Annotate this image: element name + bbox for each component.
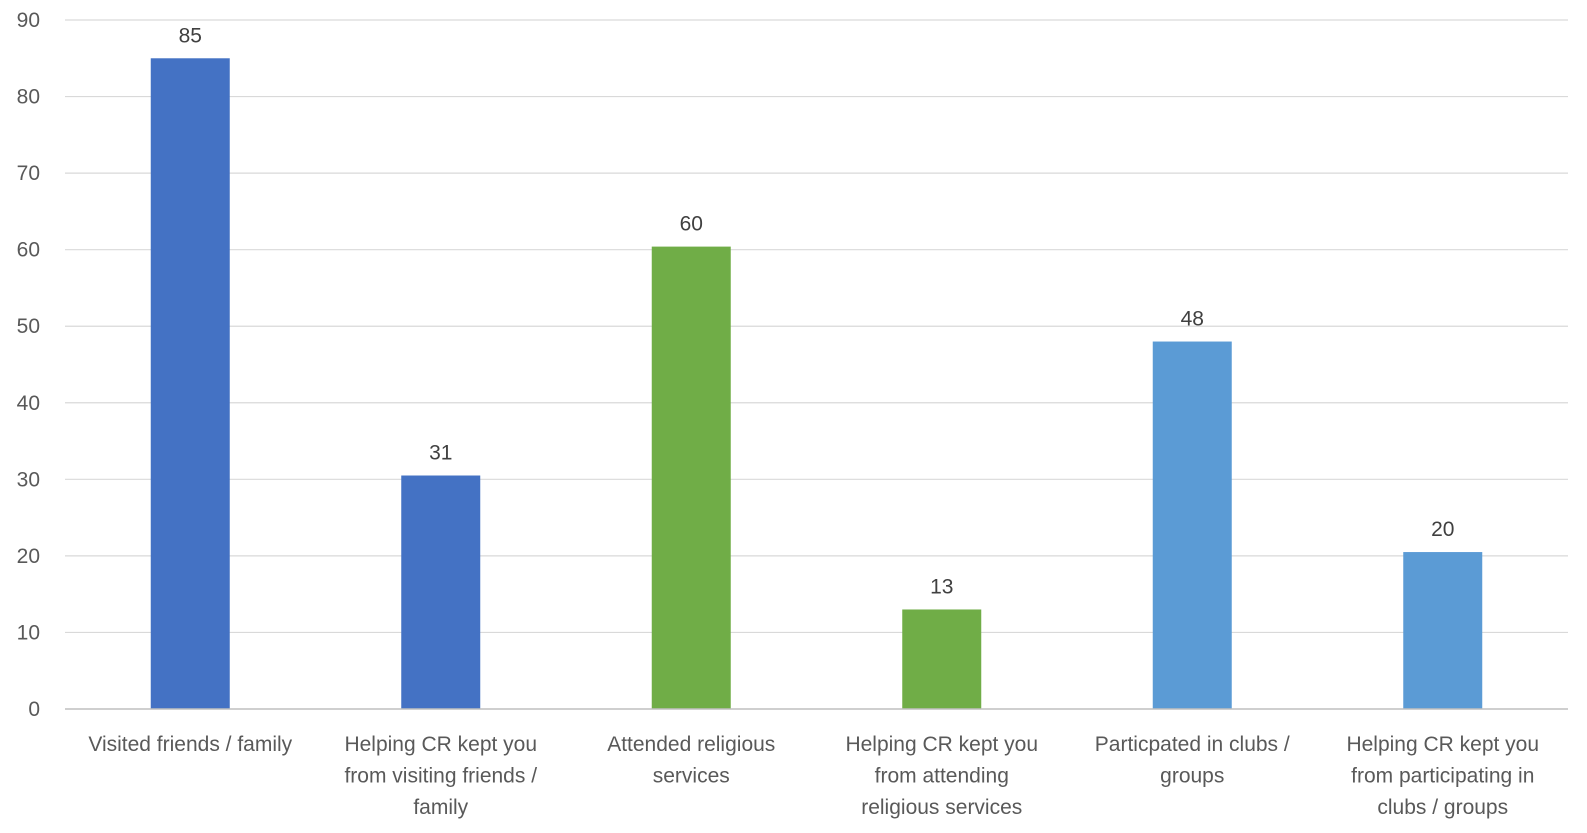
data-label: 85 — [179, 24, 202, 47]
bar — [150, 58, 230, 710]
category-label-line: clubs / groups — [1377, 796, 1508, 819]
x-axis-category-labels: Visited friends / family Helping CR kept … — [88, 733, 1539, 819]
bar — [651, 246, 731, 710]
category-label-line: Helping CR kept you — [1346, 733, 1539, 756]
category-label-line: Helping CR kept you — [845, 733, 1038, 756]
bar — [1152, 341, 1232, 709]
category-label: Helping CR kept you from visiting friends… — [344, 733, 537, 819]
category-label: Visited friends / family — [88, 733, 292, 756]
y-tick-label: 0 — [28, 698, 40, 721]
y-tick-label: 50 — [17, 315, 40, 338]
category-label-line: religious services — [861, 796, 1022, 819]
data-label: 31 — [429, 442, 452, 465]
category-label-line: from attending — [875, 765, 1009, 788]
category-label-line: Attended religious — [607, 733, 775, 756]
category-label: Particpated in clubs / groups — [1095, 733, 1290, 788]
category-label: Helping CR kept you from attending religio… — [845, 733, 1038, 819]
y-tick-label: 80 — [17, 86, 40, 109]
category-label-line: from visiting friends / — [344, 765, 537, 788]
data-label: 60 — [680, 213, 703, 236]
y-tick-label: 30 — [17, 468, 40, 491]
data-label: 13 — [930, 575, 953, 598]
category-label: Helping CR kept you from participating in… — [1346, 733, 1539, 819]
bar — [902, 609, 982, 709]
gridlines — [65, 19, 1568, 634]
data-label: 48 — [1181, 308, 1204, 331]
bar — [401, 475, 481, 709]
category-label-line: services — [653, 765, 730, 788]
category-label-line: groups — [1160, 765, 1224, 788]
y-tick-label: 60 — [17, 239, 40, 262]
data-label: 20 — [1431, 518, 1454, 541]
category-label-line: from participating in — [1351, 765, 1534, 788]
category-label-line: family — [413, 796, 468, 819]
category-label-line: Visited friends / family — [88, 733, 292, 756]
bars — [150, 58, 1483, 710]
bar — [1403, 552, 1483, 709]
y-tick-label: 70 — [17, 162, 40, 185]
category-label-line: Particpated in clubs / — [1095, 733, 1290, 756]
y-tick-label: 20 — [17, 545, 40, 568]
category-label-line: Helping CR kept you — [344, 733, 537, 756]
y-tick-label: 10 — [17, 621, 40, 644]
y-tick-label: 90 — [17, 9, 40, 32]
y-axis-tick-labels: 0 10 20 30 40 50 60 70 80 90 — [17, 9, 40, 721]
category-label: Attended religious services — [607, 733, 775, 788]
y-tick-label: 40 — [17, 392, 40, 415]
data-labels: 85 31 60 13 48 20 — [179, 24, 1455, 598]
